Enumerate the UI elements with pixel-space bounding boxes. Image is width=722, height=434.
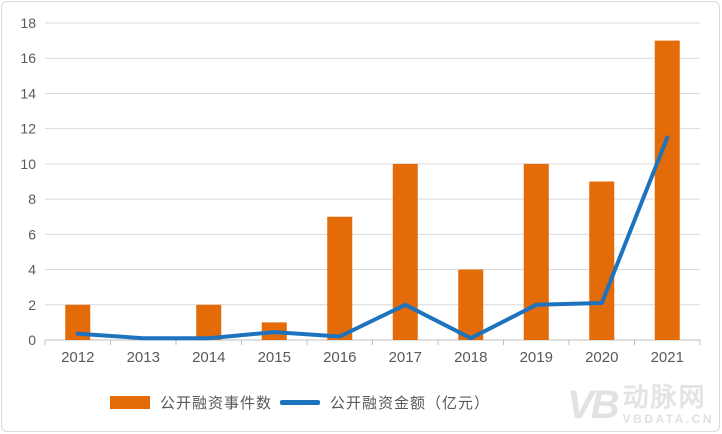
x-tick-label: 2018 xyxy=(454,349,487,366)
bar-2014 xyxy=(196,304,222,340)
x-tick-label: 2014 xyxy=(192,349,225,366)
gridlines xyxy=(45,22,700,306)
x-tick-label: 2021 xyxy=(651,349,684,366)
y-tick-label: 0 xyxy=(28,332,36,348)
y-tick-label: 6 xyxy=(28,226,36,242)
line-series xyxy=(75,135,670,341)
legend-label-line-series: 公开融资金额（亿元） xyxy=(330,395,491,412)
x-axis-tick-labels: 2012 2013 2014 2015 2016 2017 2018 2019 2020 2021 xyxy=(61,349,684,366)
y-tick-label: 4 xyxy=(28,262,36,278)
y-tick-label: 12 xyxy=(20,121,36,137)
legend-item-bar-series: 公开融资事件数 xyxy=(109,392,272,413)
y-tick-label: 10 xyxy=(20,156,36,172)
legend-label-bar-series: 公开融资事件数 xyxy=(159,395,272,412)
y-tick-label: 2 xyxy=(28,297,36,313)
legend-item-line-series: 公开融资金额（亿元） xyxy=(280,392,490,413)
y-tick-label: 14 xyxy=(20,85,36,101)
bar-2020 xyxy=(589,181,615,340)
x-tick-label: 2012 xyxy=(61,349,94,366)
watermark: VB 动脉网 VBDATA.CN xyxy=(567,384,714,426)
bar-2019 xyxy=(523,163,549,340)
bar-2021 xyxy=(654,40,680,340)
watermark-site: VBDATA.CN xyxy=(622,412,714,426)
x-tick-label: 2013 xyxy=(127,349,160,366)
x-tick-label: 2016 xyxy=(323,349,356,366)
y-tick-label: 8 xyxy=(28,191,36,207)
x-axis xyxy=(44,339,701,345)
bar-2017 xyxy=(392,163,418,340)
vb-logo-icon: VB xyxy=(567,383,620,427)
line-series-swatch-icon xyxy=(280,400,320,405)
y-axis-tick-labels: 0 2 4 6 8 10 12 14 16 18 xyxy=(20,15,36,348)
bar-2016 xyxy=(327,216,353,340)
chart-legend: 公开融资事件数 公开融资金额（亿元） xyxy=(0,392,600,413)
bar-series xyxy=(65,40,680,340)
y-tick-label: 18 xyxy=(20,15,36,31)
bar-2018 xyxy=(458,269,484,340)
x-tick-label: 2017 xyxy=(389,349,422,366)
watermark-brand: 动脉网 xyxy=(622,382,707,412)
x-tick-label: 2020 xyxy=(585,349,618,366)
bar-series-swatch-icon xyxy=(109,396,150,409)
x-tick-label: 2019 xyxy=(520,349,553,366)
x-tick-label: 2015 xyxy=(258,349,291,366)
y-tick-label: 16 xyxy=(20,50,36,66)
